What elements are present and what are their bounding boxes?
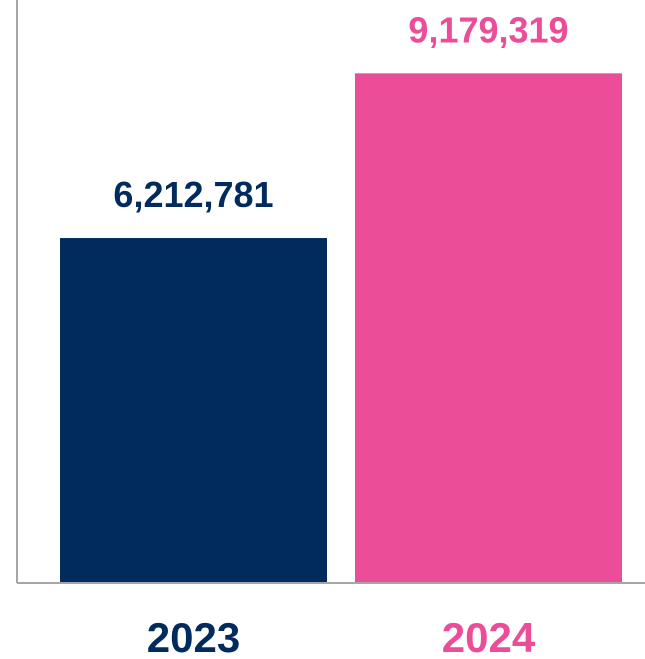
bar-2024 [355, 73, 622, 584]
x-tick-label-2023: 2023 [147, 614, 240, 659]
x-tick-label-2024: 2024 [442, 614, 536, 659]
bar-2023 [60, 238, 327, 583]
data-label-2024: 9,179,319 [408, 9, 568, 50]
bars-group [60, 73, 622, 584]
labels-group: 6,212,781 2023 9,179,319 2024 [113, 9, 568, 659]
data-label-2023: 6,212,781 [113, 174, 273, 215]
